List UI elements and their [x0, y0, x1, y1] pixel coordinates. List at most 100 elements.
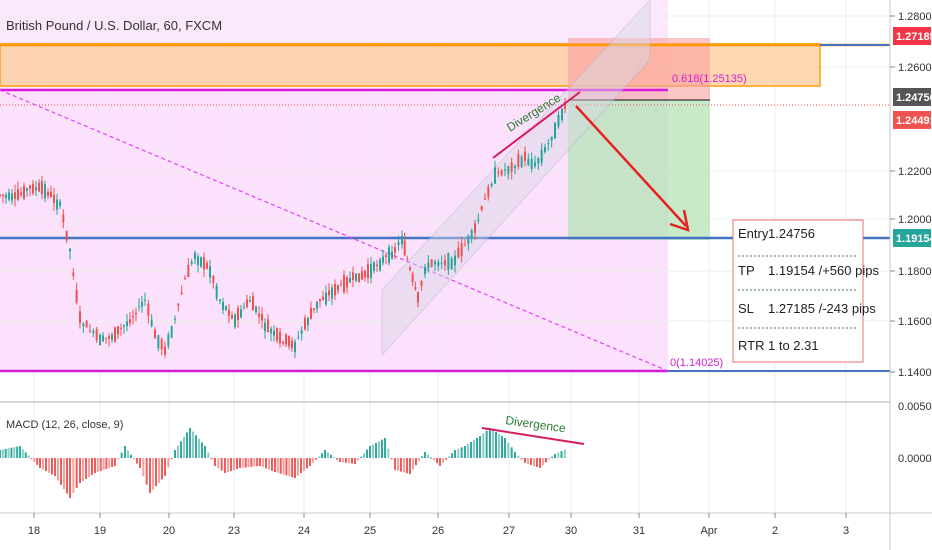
candle — [120, 323, 122, 337]
macd-bar — [271, 458, 273, 471]
macd-bar — [16, 446, 19, 458]
macd-bar — [91, 458, 93, 475]
candle — [105, 337, 107, 344]
time-tick-label: Apr — [700, 525, 717, 537]
macd-bar — [36, 458, 39, 465]
macd-indicator-label[interactable]: MACD (12, 26, close, 9) — [6, 419, 123, 431]
candle — [246, 294, 248, 309]
macd-bar — [127, 450, 129, 458]
macd-bar — [345, 458, 347, 463]
macd-bar — [189, 428, 191, 458]
macd-bar — [180, 441, 182, 458]
macd-bar — [42, 458, 44, 470]
macd-bar — [303, 458, 305, 471]
macd-bar — [563, 449, 566, 458]
candle — [457, 241, 460, 259]
macd-bar — [324, 450, 326, 458]
candle — [212, 274, 215, 289]
macd-bar — [27, 455, 30, 458]
macd-bar — [201, 442, 203, 458]
macd-bar — [164, 458, 166, 476]
dashed-trendline[interactable] — [0, 89, 669, 372]
candle — [79, 305, 81, 329]
candle — [141, 295, 143, 314]
candle — [65, 230, 68, 244]
candle — [322, 290, 324, 301]
candle — [370, 256, 372, 284]
macd-bar — [467, 444, 469, 458]
candle — [126, 313, 128, 332]
candle — [35, 181, 37, 196]
macd-bar — [400, 458, 402, 472]
candle — [11, 189, 13, 205]
macd-bar — [557, 452, 560, 458]
macd-bar — [21, 449, 24, 458]
candle — [346, 275, 348, 294]
candle — [203, 252, 205, 278]
divergence-line-price[interactable] — [492, 91, 581, 159]
macd-bar — [207, 452, 210, 458]
macd-bar — [451, 453, 453, 458]
candle — [249, 296, 251, 303]
macd-bar — [227, 458, 229, 472]
candle — [75, 282, 78, 305]
sl-label: SL — [738, 301, 754, 316]
macd-bar — [306, 458, 308, 469]
candle — [520, 154, 523, 169]
short-trade-arrow[interactable] — [575, 105, 687, 227]
macd-bar — [174, 450, 176, 458]
macd-bar — [75, 458, 78, 488]
macd-bar — [66, 458, 68, 494]
candle — [252, 292, 254, 311]
price-axis[interactable]: 1.28000 1.26000 1.22000 1.20000 1.18000 1.160… — [890, 11, 932, 379]
macd-bar — [439, 458, 441, 466]
time-axis[interactable]: 18 19 20 23 24 25 26 27 30 31 Apr 2 3 — [28, 513, 849, 537]
candle — [564, 97, 566, 113]
macd-bar — [291, 458, 294, 478]
macd-bar — [96, 458, 99, 472]
candle — [59, 198, 61, 209]
macd-bar — [124, 446, 126, 458]
candle — [514, 164, 516, 175]
macd-bar — [520, 458, 523, 460]
macd-bar — [501, 436, 503, 458]
macd-bar — [424, 452, 426, 458]
candle — [258, 306, 260, 324]
divergence-line-macd[interactable] — [481, 427, 585, 445]
candle — [160, 337, 163, 356]
macd-bar — [418, 458, 420, 461]
candle — [550, 136, 553, 148]
time-tick-label: 31 — [633, 525, 645, 537]
macd-tick-label: 0.00000 — [898, 453, 932, 465]
macd-bar — [315, 458, 317, 460]
macd-bar — [378, 441, 380, 458]
macd-histogram — [0, 428, 566, 498]
candle — [157, 334, 160, 352]
candle — [132, 309, 134, 325]
candle — [424, 263, 426, 279]
macd-bar — [183, 436, 185, 458]
trade-info-box[interactable]: Entry 1.24756 TP 1.19154 /+560 pips SL 1… — [732, 219, 879, 363]
price-tick-label: 1.22000 — [898, 166, 932, 178]
tp-value: 1.19154 /+560 pips — [768, 263, 879, 278]
macd-bar — [479, 436, 481, 458]
candle — [373, 261, 375, 274]
macd-bar — [504, 438, 506, 458]
macd-bar — [117, 458, 120, 460]
time-tick-label: 26 — [432, 525, 444, 537]
candle — [544, 143, 546, 154]
candle — [480, 205, 483, 212]
macd-bar — [492, 430, 494, 458]
candle — [206, 260, 208, 270]
macd-bar — [285, 458, 288, 476]
candle — [72, 267, 75, 280]
candle — [180, 285, 183, 295]
macd-bar — [412, 458, 414, 470]
candle — [270, 326, 272, 341]
candle — [184, 275, 186, 280]
candle — [111, 332, 113, 343]
candle — [170, 325, 173, 339]
